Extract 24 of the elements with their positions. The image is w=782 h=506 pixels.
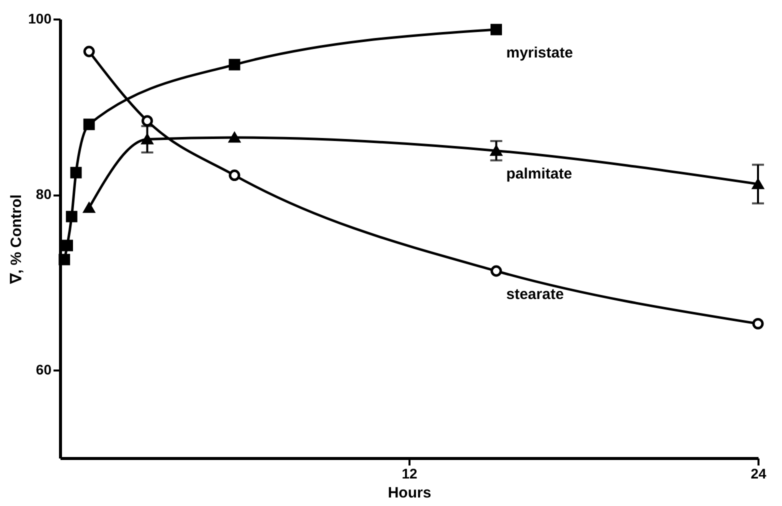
point — [62, 240, 73, 252]
y-tick-label: 100 — [28, 10, 52, 26]
series-label: myristate — [506, 44, 573, 62]
point — [490, 24, 502, 36]
point — [228, 132, 240, 143]
point — [83, 46, 95, 58]
point — [490, 265, 502, 277]
point — [83, 202, 95, 213]
point — [70, 166, 82, 178]
y-axis-title: ∇, % Control — [8, 194, 26, 285]
y-tick-label: 60 — [36, 362, 52, 378]
point — [228, 170, 240, 181]
series-label: palmitate — [506, 166, 572, 183]
point — [66, 210, 78, 222]
y-tick-label: 80 — [36, 186, 52, 202]
point — [58, 254, 70, 266]
series-label: stearate — [506, 286, 564, 303]
point — [752, 318, 764, 330]
x-tick-label: 12 — [402, 466, 418, 482]
x-axis-title: Hours — [388, 484, 432, 502]
x-tick-label: 24 — [750, 466, 766, 482]
point — [142, 115, 153, 127]
point — [83, 118, 95, 130]
point — [228, 58, 240, 70]
